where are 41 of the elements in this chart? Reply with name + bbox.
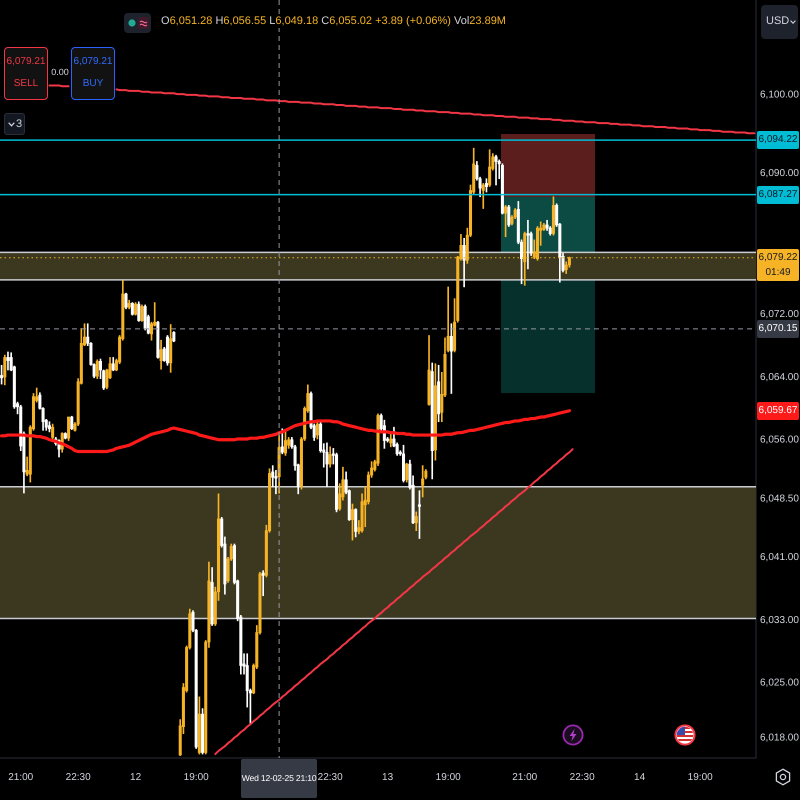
x-tick-label: 19:00 (688, 772, 714, 783)
annotation: 0.00 (50, 67, 70, 77)
y-tick-label: 6,033.00 (760, 614, 800, 626)
text: O6,051.28 H6,056.55 L6,049.18 C6,055.02 +3.89 (+0.06%) Vol23.89M (161, 15, 506, 27)
buy-button: 6,079.21 BUY (71, 47, 115, 100)
x-tick-label: 19:00 (436, 772, 462, 783)
text: 6,059.67 (757, 402, 799, 420)
candlestick (6, 352, 10, 370)
text: 01:49 (764, 266, 792, 280)
x-tick-label: 22:30 (570, 772, 596, 783)
dropdown-button: 3 (4, 113, 25, 135)
x-tick-label: 22:30 (318, 772, 344, 783)
y-tick-label: 6,048.50 (760, 493, 800, 504)
x-tick-label: 12 (130, 772, 142, 783)
y-tick-label: 6,100.00 (760, 90, 800, 101)
annotation: SELL (12, 77, 40, 91)
x-tick-label: Wed 12-02-25 21:10 (241, 759, 318, 798)
x-tick-label: 22:30 (66, 772, 92, 783)
y-tick-label: 6,056.00 (760, 434, 800, 446)
y-tick-label: 6,025.00 (760, 678, 800, 688)
currency-button: USD (761, 5, 798, 39)
y-tick-label: 6,064.00 (760, 372, 800, 383)
x-tick-label: 19:00 (184, 772, 210, 783)
y-tick-label: 6,072.00 (760, 309, 800, 320)
ref-line-label: 6,070.15 (757, 320, 799, 338)
sell-button: 6,079.21 SELL (4, 47, 48, 100)
x-tick-label: 14 (634, 772, 646, 783)
x-tick-label: 21:00 (8, 772, 34, 783)
ref-line-label: 6,094.22 (757, 131, 799, 150)
y-tick-label: 6,018.00 (760, 732, 800, 744)
y-tick-label: 6,041.00 (760, 552, 800, 564)
ref-line-label: 6,079.22 (758, 250, 798, 265)
annotation: BUY (82, 77, 104, 91)
x-tick-label: 21:00 (512, 772, 538, 783)
ref-line-label: 6,087.27 (757, 186, 799, 204)
y-tick-label: 6,090.00 (760, 168, 800, 179)
annotation: 3 (16, 117, 22, 131)
annotation: 6,079.21 (6, 55, 46, 69)
annotation: 6,079.21 (72, 55, 114, 69)
candlestick (494, 154, 498, 186)
x-tick-label: 13 (382, 772, 394, 783)
